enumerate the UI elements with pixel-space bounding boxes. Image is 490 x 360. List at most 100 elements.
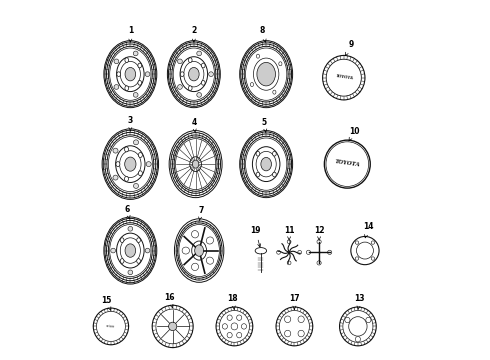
Text: 18: 18 <box>227 294 238 309</box>
Ellipse shape <box>237 332 242 338</box>
Ellipse shape <box>277 251 280 254</box>
Ellipse shape <box>250 82 253 86</box>
Ellipse shape <box>188 86 192 90</box>
Ellipse shape <box>245 138 287 190</box>
Ellipse shape <box>279 62 282 66</box>
Ellipse shape <box>97 311 125 341</box>
Ellipse shape <box>237 315 242 320</box>
Ellipse shape <box>124 147 128 152</box>
Text: 13: 13 <box>354 294 365 309</box>
Ellipse shape <box>343 311 373 342</box>
Text: 2: 2 <box>191 26 196 42</box>
Ellipse shape <box>256 151 260 156</box>
Ellipse shape <box>357 242 373 259</box>
Ellipse shape <box>133 140 139 145</box>
Ellipse shape <box>245 48 287 100</box>
Ellipse shape <box>227 332 232 338</box>
Ellipse shape <box>206 237 214 244</box>
Ellipse shape <box>137 238 141 243</box>
Ellipse shape <box>201 63 205 68</box>
Ellipse shape <box>145 72 150 77</box>
Ellipse shape <box>133 184 139 188</box>
Ellipse shape <box>145 248 150 253</box>
Ellipse shape <box>128 270 133 275</box>
Ellipse shape <box>206 257 214 264</box>
Ellipse shape <box>366 317 371 323</box>
Ellipse shape <box>137 258 141 263</box>
Ellipse shape <box>255 248 267 254</box>
Text: TOYOTA: TOYOTA <box>336 75 354 81</box>
Ellipse shape <box>113 175 118 180</box>
Ellipse shape <box>279 311 310 342</box>
Ellipse shape <box>180 72 184 77</box>
Ellipse shape <box>125 58 128 63</box>
Ellipse shape <box>371 257 375 260</box>
Text: TOYOTA: TOYOTA <box>334 159 360 167</box>
Ellipse shape <box>125 67 136 81</box>
Text: 1: 1 <box>128 26 133 42</box>
Text: 5: 5 <box>262 118 267 132</box>
Ellipse shape <box>189 67 199 81</box>
Ellipse shape <box>298 251 301 254</box>
Ellipse shape <box>177 85 182 89</box>
Ellipse shape <box>216 307 253 346</box>
Ellipse shape <box>306 250 311 255</box>
Ellipse shape <box>111 248 116 253</box>
Ellipse shape <box>272 151 276 156</box>
Ellipse shape <box>197 51 201 56</box>
Ellipse shape <box>182 247 190 254</box>
Ellipse shape <box>193 160 199 168</box>
Text: 17: 17 <box>289 294 300 309</box>
Ellipse shape <box>177 59 182 64</box>
Ellipse shape <box>116 162 120 167</box>
Ellipse shape <box>317 240 321 244</box>
Ellipse shape <box>209 72 214 77</box>
Ellipse shape <box>285 316 291 323</box>
Ellipse shape <box>146 162 151 167</box>
Text: 10: 10 <box>349 127 360 141</box>
Ellipse shape <box>261 157 271 171</box>
Ellipse shape <box>256 172 260 177</box>
Ellipse shape <box>276 307 313 346</box>
Ellipse shape <box>124 157 136 171</box>
Ellipse shape <box>273 90 276 94</box>
Text: 8: 8 <box>260 26 266 42</box>
Text: 16: 16 <box>164 293 174 308</box>
Ellipse shape <box>113 148 118 153</box>
Ellipse shape <box>114 59 119 64</box>
Text: 4: 4 <box>191 118 196 132</box>
Text: 11: 11 <box>284 226 294 240</box>
Ellipse shape <box>222 324 227 329</box>
Ellipse shape <box>371 241 375 244</box>
Ellipse shape <box>285 330 291 337</box>
Ellipse shape <box>93 308 128 345</box>
Ellipse shape <box>138 171 143 176</box>
Text: 12: 12 <box>314 226 324 240</box>
Ellipse shape <box>190 157 201 171</box>
Ellipse shape <box>138 63 142 68</box>
Ellipse shape <box>287 261 291 265</box>
Ellipse shape <box>220 311 249 342</box>
Ellipse shape <box>298 330 304 337</box>
Ellipse shape <box>133 51 138 56</box>
Ellipse shape <box>192 263 198 271</box>
Ellipse shape <box>345 317 350 323</box>
Text: 19: 19 <box>250 226 261 247</box>
Ellipse shape <box>188 58 192 63</box>
Ellipse shape <box>175 139 216 190</box>
Ellipse shape <box>197 93 201 97</box>
Ellipse shape <box>355 241 359 244</box>
Ellipse shape <box>340 307 376 346</box>
Ellipse shape <box>120 258 124 263</box>
Ellipse shape <box>298 316 304 323</box>
Ellipse shape <box>272 172 276 177</box>
Text: 9: 9 <box>345 40 353 56</box>
Ellipse shape <box>287 240 291 244</box>
Ellipse shape <box>108 136 152 192</box>
Ellipse shape <box>326 59 361 96</box>
Ellipse shape <box>322 55 365 100</box>
Ellipse shape <box>117 72 121 77</box>
Ellipse shape <box>355 257 359 260</box>
Ellipse shape <box>169 322 177 330</box>
Ellipse shape <box>128 226 133 231</box>
